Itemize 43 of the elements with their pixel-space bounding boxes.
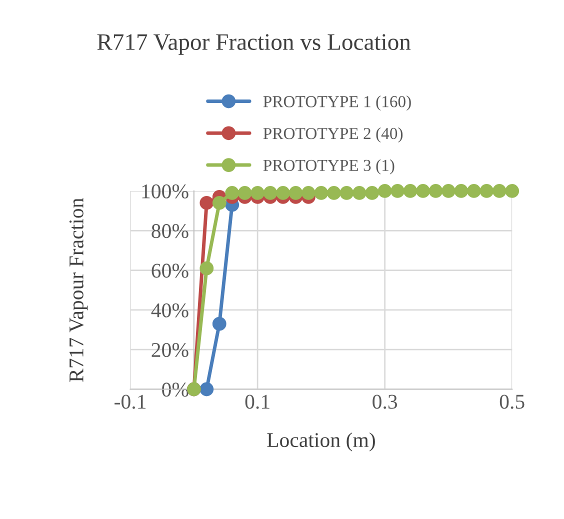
point — [200, 196, 214, 210]
y-tick-label: 100% — [142, 184, 188, 198]
y-axis-title: R717 Vapour Fraction — [69, 198, 88, 382]
legend-label: PROTOTYPE 1 (160) — [263, 96, 411, 111]
point — [428, 184, 443, 198]
x-tick-label: 0.1 — [245, 394, 270, 409]
y-tick-label: 20% — [152, 342, 188, 358]
point — [466, 184, 481, 198]
point — [390, 184, 405, 198]
y-tick-label: 40% — [151, 303, 188, 318]
point — [288, 186, 303, 200]
point — [492, 184, 506, 198]
point — [403, 184, 418, 198]
point — [212, 316, 226, 331]
point — [454, 184, 468, 198]
x-tick-label: 0.5 — [500, 394, 524, 409]
x-tick-label: 0.3 — [372, 394, 398, 409]
point — [225, 186, 240, 200]
chart-title: R717 Vapor Fraction vs Location — [97, 34, 411, 55]
point — [200, 261, 214, 276]
legend-label: PROTOTYPE 3 (1) — [263, 159, 394, 174]
point — [200, 382, 214, 396]
point — [326, 186, 341, 200]
point — [276, 186, 290, 200]
point — [238, 186, 252, 200]
point — [250, 186, 265, 200]
x-tick-label: -0.1 — [114, 394, 146, 409]
y-tick-label: 80% — [152, 224, 188, 238]
point — [263, 186, 278, 200]
point — [314, 186, 328, 200]
point — [378, 184, 392, 198]
point — [480, 184, 494, 198]
y-tick-label: 60% — [152, 264, 188, 278]
x-axis-title: Location (m) — [267, 432, 375, 452]
point — [416, 184, 430, 198]
point — [505, 184, 520, 198]
point — [365, 186, 380, 200]
point — [212, 196, 226, 210]
point — [302, 186, 316, 200]
point — [442, 184, 456, 198]
legend-label: PROTOTYPE 2 (40) — [263, 127, 403, 143]
point — [340, 186, 354, 200]
point — [352, 186, 366, 200]
